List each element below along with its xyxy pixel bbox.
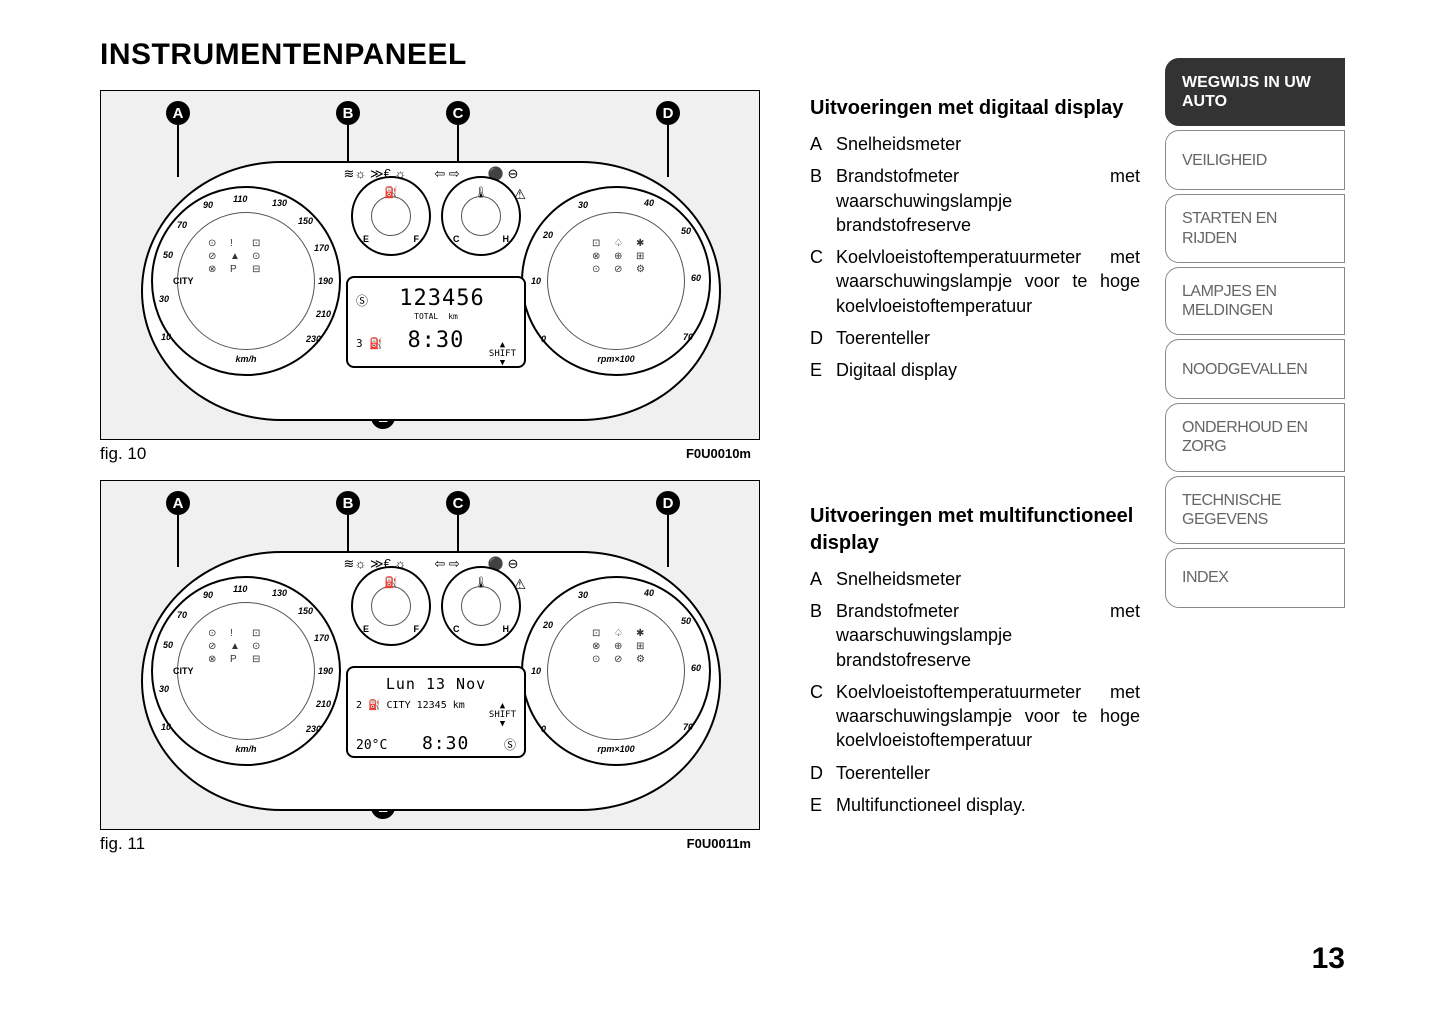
tab-technische[interactable]: TECHNISCHE GEGEVENS bbox=[1165, 476, 1345, 544]
section-heading-2: Uitvoeringen met multifunctioneel displa… bbox=[810, 503, 1140, 557]
figure-code: F0U0010m bbox=[686, 446, 751, 461]
speedometer: ⊙!⊡ ⊘▲⊙ ⊗P⊟ 10 30 50 70 90 110 130 150 1… bbox=[151, 576, 341, 766]
clock: 8:30 bbox=[407, 326, 464, 357]
callout-d: D bbox=[656, 101, 680, 125]
callout-a: A bbox=[166, 101, 190, 125]
tab-onderhoud[interactable]: ONDERHOUD EN ZORG bbox=[1165, 403, 1345, 471]
tab-starten[interactable]: STARTEN EN RIJDEN bbox=[1165, 194, 1345, 262]
tab-index[interactable]: INDEX bbox=[1165, 548, 1345, 608]
temp-gauge: 🌡 C H bbox=[441, 566, 521, 646]
odometer: 123456 bbox=[399, 284, 484, 315]
page-title: INSTRUMENTENPANEEL bbox=[100, 38, 467, 72]
lcd-trip: 2 ⛽ CITY 12345 km bbox=[356, 699, 465, 713]
figure-caption-10: fig. 10 bbox=[100, 444, 146, 464]
page-number: 13 bbox=[1312, 942, 1345, 976]
definition-list-1: ASnelheidsmeter BBrandstofmeter met waar… bbox=[810, 132, 1140, 383]
figure-11: A B C D E ≋☼ ≫€ ☼ ⇦ ⇨ ⚫ ⊖ ⚠ ⊙!⊡ ⊘▲⊙ ⊗P⊟ … bbox=[100, 480, 760, 830]
fuel-gauge: ⛽ E F bbox=[351, 566, 431, 646]
fuel-icon: ⛽ bbox=[353, 186, 429, 199]
sidebar-tabs: WEGWIJS IN UW AUTO VEILIGHEID STARTEN EN… bbox=[1165, 58, 1345, 608]
callout-c: C bbox=[446, 101, 470, 125]
callout-b: B bbox=[336, 101, 360, 125]
lcd-temp: 20°C bbox=[356, 737, 387, 755]
shift-indicator: ▲SHIFT▼ bbox=[489, 341, 516, 368]
shift-indicator: ▲SHIFT▼ bbox=[489, 702, 516, 729]
tab-veiligheid[interactable]: VEILIGHEID bbox=[1165, 130, 1345, 190]
instrument-cluster: ≋☼ ≫€ ☼ ⇦ ⇨ ⚫ ⊖ ⚠ ⊙!⊡ ⊘▲⊙ ⊗P⊟ 10 30 50 7… bbox=[141, 161, 721, 421]
temp-gauge: 🌡 C H bbox=[441, 176, 521, 256]
clock: 8:30 bbox=[422, 731, 469, 756]
instrument-cluster: ≋☼ ≫€ ☼ ⇦ ⇨ ⚫ ⊖ ⚠ ⊙!⊡ ⊘▲⊙ ⊗P⊟ 10 30 50 7… bbox=[141, 551, 721, 811]
warning-icons-top: ≋☼ ≫€ ☼ ⇦ ⇨ ⚫ ⊖ bbox=[141, 166, 721, 182]
tab-lampjes[interactable]: LAMPJES EN MELDINGEN bbox=[1165, 267, 1345, 335]
lcd-date: Lun 13 Nov bbox=[386, 674, 486, 695]
city-label: CITY bbox=[173, 276, 194, 286]
section-heading-1: Uitvoeringen met digitaal display bbox=[810, 95, 1140, 122]
multifunction-display: Lun 13 Nov 2 ⛽ CITY 12345 km ▲SHIFT▼ 20°… bbox=[346, 666, 526, 758]
figure-code: F0U0011m bbox=[687, 836, 751, 851]
digital-display: Ⓢ 123456 TOTAL km 3 ⛽ 8:30 ▲SHIFT▼ bbox=[346, 276, 526, 368]
figure-caption-11: fig. 11 bbox=[100, 834, 145, 854]
tacho-unit: rpm×100 bbox=[523, 354, 709, 364]
callout-d: D bbox=[656, 491, 680, 515]
callout-a: A bbox=[166, 491, 190, 515]
figure-10: A B C D E ≋☼ ≫€ ☼ ⇦ ⇨ ⚫ ⊖ ⚠ ⊙!⊡ ⊘▲⊙ ⊗P⊟ … bbox=[100, 90, 760, 440]
tachometer: ⊡♤✱ ⊗⊕⊞ ⊙⊘⚙ 0 10 20 30 40 50 60 70 rpm×1… bbox=[521, 576, 711, 766]
warning-icons-top: ≋☼ ≫€ ☼ ⇦ ⇨ ⚫ ⊖ bbox=[141, 556, 721, 572]
content-column: Uitvoeringen met digitaal display ASnelh… bbox=[810, 95, 1140, 825]
definition-list-2: ASnelheidsmeter BBrandstofmeter met waar… bbox=[810, 567, 1140, 818]
speedometer: ⊙!⊡ ⊘▲⊙ ⊗P⊟ 10 30 50 70 90 110 130 150 1… bbox=[151, 186, 341, 376]
fuel-gauge: ⛽ E F bbox=[351, 176, 431, 256]
speedo-unit: km/h bbox=[153, 354, 339, 364]
tab-noodgevallen[interactable]: NOODGEVALLEN bbox=[1165, 339, 1345, 399]
tachometer: ⊡♤✱ ⊗⊕⊞ ⊙⊘⚙ 0 10 20 30 40 50 60 70 rpm×1… bbox=[521, 186, 711, 376]
callout-b: B bbox=[336, 491, 360, 515]
callout-c: C bbox=[446, 491, 470, 515]
temp-icon: 🌡 bbox=[443, 186, 519, 199]
tab-wegwijs[interactable]: WEGWIJS IN UW AUTO bbox=[1165, 58, 1345, 126]
